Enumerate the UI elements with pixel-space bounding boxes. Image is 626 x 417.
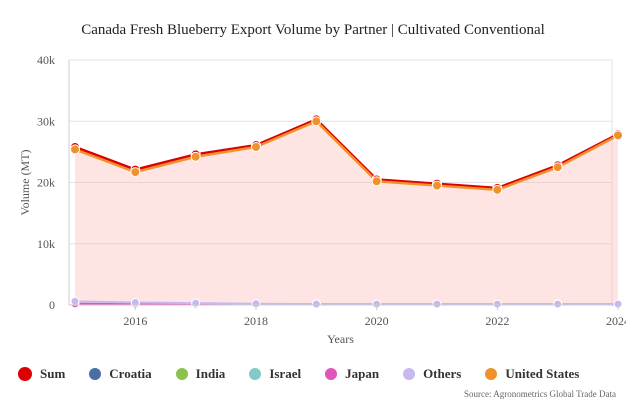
united-states-point (251, 141, 261, 152)
united-states-point (70, 144, 80, 155)
y-axis-title: Volume (MT) (18, 149, 32, 215)
x-tick-label: 2018 (244, 314, 268, 328)
y-tick-label: 10k (37, 237, 55, 251)
x-tick-label: 2024 (606, 314, 626, 328)
others-point (191, 298, 201, 308)
series-lines (74, 117, 619, 306)
legend-item-united-states[interactable]: United States (485, 366, 579, 382)
legend-item-israel[interactable]: Israel (249, 366, 301, 382)
legend-label: Sum (40, 366, 66, 381)
legend: Sum Croatia India Israel Japan Others United S… (18, 364, 618, 384)
legend-label: Others (423, 366, 462, 381)
y-tick-label: 30k (37, 114, 55, 128)
others-point (432, 299, 442, 309)
legend-marker-india (175, 368, 188, 380)
area-fill-layer (75, 119, 618, 305)
others-line (74, 300, 618, 306)
legend-label: Japan (345, 366, 380, 381)
legend-marker-others (403, 368, 416, 380)
united-states-point (371, 176, 382, 187)
y-tick-label: 40k (37, 53, 55, 67)
united-states-point (432, 180, 442, 191)
united-states-point (130, 167, 141, 178)
legend-marker-japan (325, 368, 338, 380)
legend-item-japan[interactable]: Japan (325, 366, 379, 382)
legend-label: United States (505, 366, 580, 381)
united-states-point (613, 130, 623, 141)
others-point (553, 299, 563, 309)
legend-marker-sum (18, 367, 32, 381)
united-states-point (552, 162, 563, 173)
legend-label: Croatia (109, 366, 152, 381)
axes: 0 10k 20k 30k 40k 2016 2018 2020 2022 2024 Years Vo… (18, 53, 626, 346)
y-tick-label: 20k (37, 176, 55, 190)
legend-marker-israel (249, 368, 262, 380)
chart-title: Canada Fresh Blueberry Export Volume by … (81, 22, 545, 38)
legend-item-others[interactable]: Others (403, 366, 461, 382)
legend-marker-croatia (89, 368, 102, 380)
others-point (311, 299, 321, 309)
legend-marker-united-states (485, 368, 498, 380)
sum-area (75, 119, 618, 305)
chart-plot: 0 10k 20k 30k 40k 2016 2018 2020 2022 2024 Years Vo… (18, 53, 626, 346)
legend-item-croatia[interactable]: Croatia (89, 366, 152, 382)
x-tick-label: 2020 (365, 314, 389, 328)
x-tick-label: 2022 (485, 314, 509, 328)
source-note: Source: Agronometrics Global Trade Data (464, 389, 616, 399)
united-states-point (492, 184, 503, 195)
united-states-line (74, 119, 619, 192)
legend-label: India (195, 366, 226, 381)
legend-label: Israel (269, 366, 302, 381)
series-points (70, 114, 623, 309)
legend-item-sum[interactable]: Sum (18, 366, 65, 382)
y-tick-label: 0 (49, 298, 55, 312)
x-tick-label: 2016 (123, 314, 147, 328)
sum-line (74, 117, 619, 190)
others-point (70, 296, 80, 306)
united-states-point (311, 116, 322, 127)
x-axis-title: Years (327, 332, 354, 346)
united-states-point (190, 151, 201, 162)
legend-item-india[interactable]: India (175, 366, 226, 382)
